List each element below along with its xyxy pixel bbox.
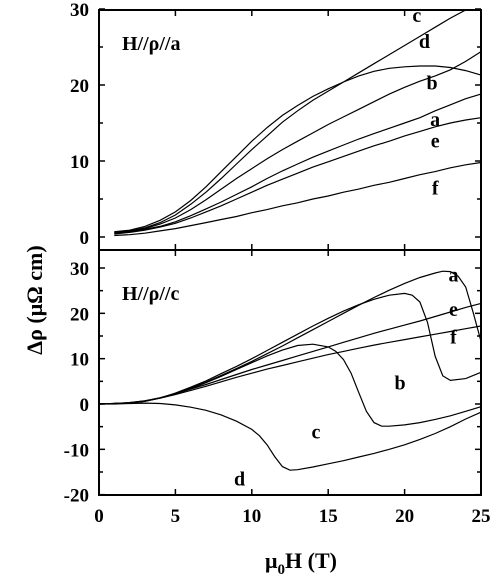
y-tick-label-top: 20 xyxy=(70,76,89,97)
x-tick-label: 15 xyxy=(319,506,338,527)
curve-label-b-top: b xyxy=(427,73,438,95)
y-axis-title: Δρ (μΩ cm) xyxy=(22,245,47,354)
y-tick-label-top: 30 xyxy=(70,0,89,21)
series-e-top xyxy=(114,117,482,235)
y-tick-label-bottom: 30 xyxy=(70,259,89,280)
y-tick-label-bottom: -20 xyxy=(64,486,89,507)
panel-label-top: H//ρ//a xyxy=(122,33,181,55)
y-tick-label-bottom: 10 xyxy=(70,350,89,371)
curve-label-c-top: c xyxy=(412,5,421,27)
series-f-bottom xyxy=(98,325,482,405)
x-tick-label: 0 xyxy=(94,506,104,527)
curve-label-e-top: e xyxy=(431,130,440,152)
series-b-bottom xyxy=(98,292,482,405)
x-tick-label: 5 xyxy=(171,506,181,527)
curve-label-e-bottom: e xyxy=(449,299,458,321)
curve-label-f-top: f xyxy=(432,177,439,199)
curve-label-a-top: a xyxy=(430,109,440,131)
y-tick-label-top: 10 xyxy=(70,152,89,173)
curve-label-d-bottom: d xyxy=(234,469,245,491)
series-e-bottom xyxy=(98,302,482,405)
y-tick-label-top: 0 xyxy=(80,228,90,249)
series-a-top xyxy=(114,93,482,234)
y-tick-label-bottom: 20 xyxy=(70,304,89,325)
series-d-top xyxy=(114,65,482,233)
series-f-top xyxy=(114,161,482,237)
y-tick-label-bottom: 0 xyxy=(80,395,90,416)
curve-label-f-bottom: f xyxy=(450,326,457,348)
x-tick-label: 20 xyxy=(395,506,414,527)
y-tick-label-bottom: -10 xyxy=(64,440,89,461)
curve-label-b-bottom: b xyxy=(394,372,405,394)
series-c-top xyxy=(114,9,481,233)
x-axis-title: μ0H (T) xyxy=(265,548,337,578)
curve-label-a-bottom: a xyxy=(448,265,458,287)
curve-label-d-top: d xyxy=(419,31,430,53)
series-b-top xyxy=(114,51,482,234)
series-d-bottom xyxy=(99,402,482,471)
panel-label-bottom: H//ρ//c xyxy=(122,283,179,305)
x-tick-label: 25 xyxy=(472,506,491,527)
series-c-bottom xyxy=(98,343,482,427)
curve-label-c-bottom: c xyxy=(312,421,321,443)
x-tick-label: 10 xyxy=(242,506,261,527)
panel-bottom: H//ρ//c -20 -10 0 10 20 30 0 5 10 15 20 25 aef b c d xyxy=(64,249,491,527)
